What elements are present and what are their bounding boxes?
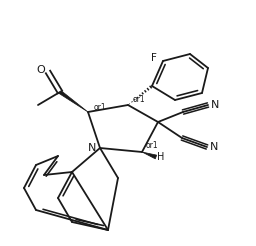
Text: F: F	[151, 53, 157, 63]
Text: or1: or1	[146, 141, 158, 151]
Polygon shape	[142, 152, 157, 159]
Text: N: N	[211, 100, 219, 110]
Text: H: H	[157, 152, 165, 162]
Text: or1: or1	[133, 95, 145, 105]
Text: N: N	[210, 142, 218, 152]
Polygon shape	[59, 91, 88, 112]
Text: or1: or1	[94, 104, 106, 112]
Text: N: N	[88, 143, 96, 153]
Text: O: O	[37, 65, 45, 75]
